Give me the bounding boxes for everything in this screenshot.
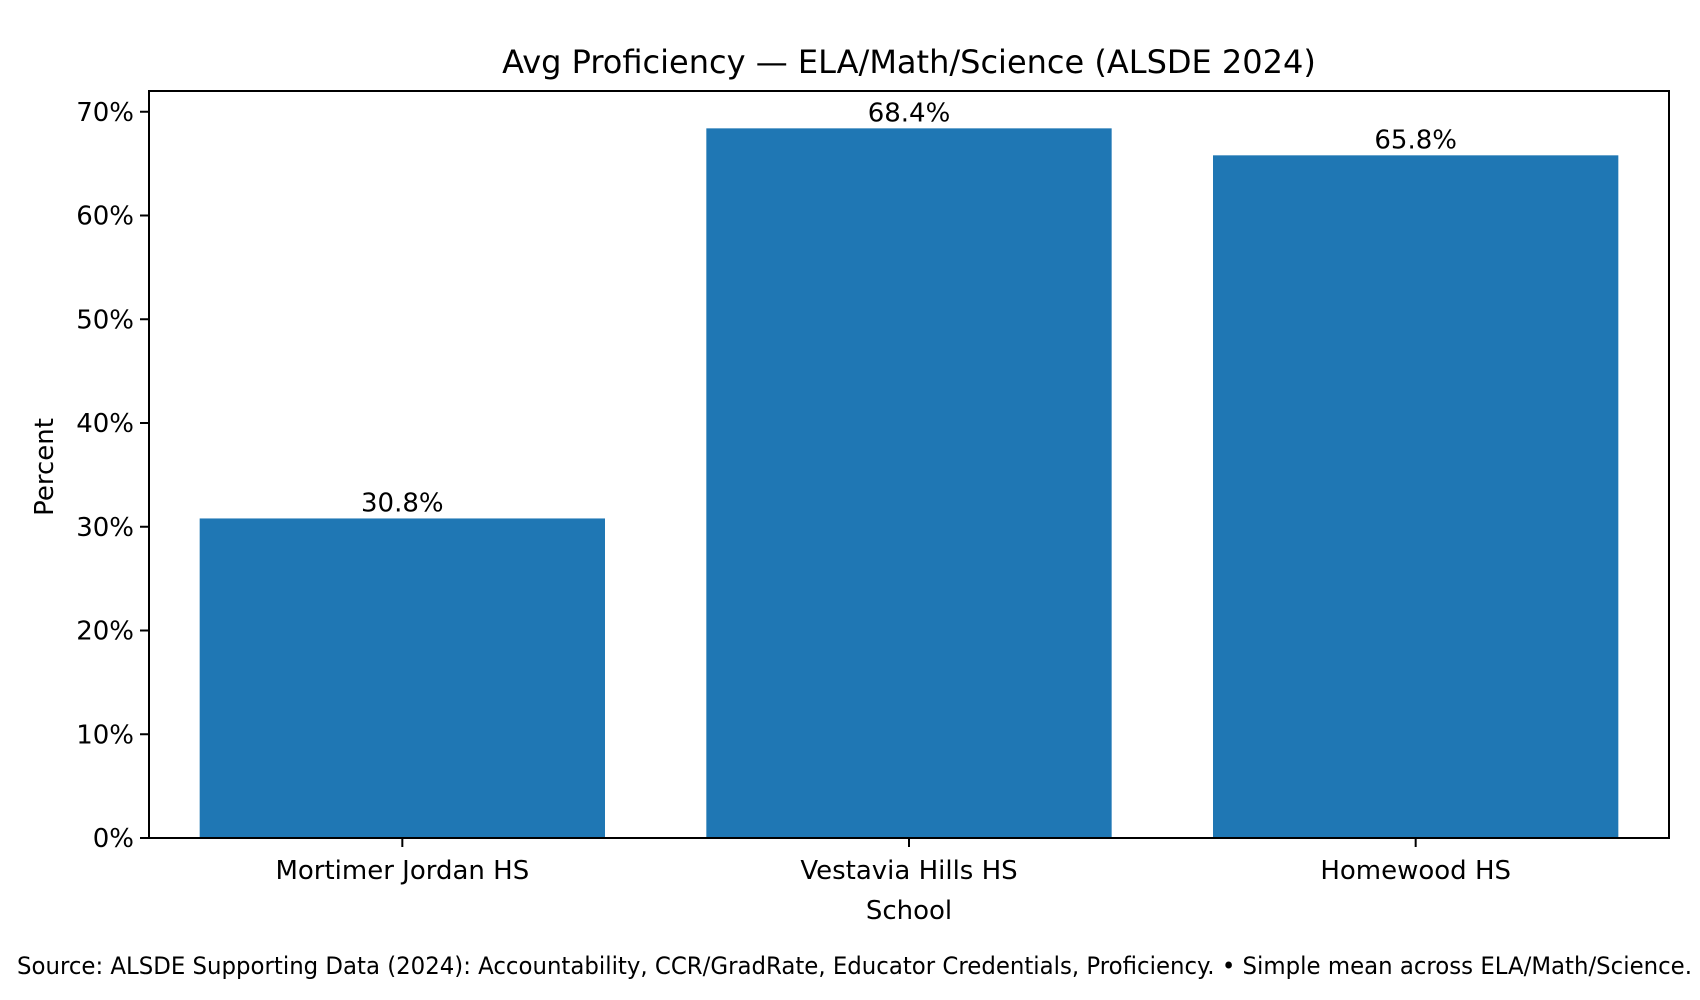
y-tick-label: 50% xyxy=(76,305,134,335)
bar-value-label: 65.8% xyxy=(1374,125,1457,155)
bar-value-label: 68.4% xyxy=(868,98,951,128)
y-tick-label: 30% xyxy=(76,513,134,543)
y-tick-label: 10% xyxy=(76,720,134,750)
chart-title: Avg Proficiency — ELA/Math/Science (ALSD… xyxy=(502,43,1316,81)
x-tick-label: Homewood HS xyxy=(1320,856,1511,886)
y-tick-label: 0% xyxy=(93,824,134,854)
x-axis: Mortimer Jordan HS Vestavia Hills HS Homew… xyxy=(275,838,1511,886)
y-axis-label: Percent xyxy=(30,418,60,516)
y-tick-label: 40% xyxy=(76,409,134,439)
bar-0 xyxy=(199,518,606,838)
bar-1 xyxy=(706,128,1112,839)
x-tick-label: Mortimer Jordan HS xyxy=(275,856,529,886)
y-tick-label: 60% xyxy=(76,202,134,232)
source-footnote: Source: ALSDE Supporting Data (2024): Ac… xyxy=(17,952,1692,980)
bars-group xyxy=(199,128,1619,839)
y-axis: 0% 10% 20% 30% 40% 50% 60% 70% xyxy=(76,98,149,854)
x-tick-label: Vestavia Hills HS xyxy=(800,856,1017,886)
x-axis-label: School xyxy=(866,896,952,926)
plot-area-frame xyxy=(148,90,1670,839)
y-tick-label: 70% xyxy=(76,98,134,128)
y-tick-label: 20% xyxy=(76,617,134,647)
bar-labels-group: 30.8% 68.4% 65.8% xyxy=(361,98,1457,518)
bar-value-label: 30.8% xyxy=(361,488,444,518)
bar-2 xyxy=(1213,155,1619,838)
